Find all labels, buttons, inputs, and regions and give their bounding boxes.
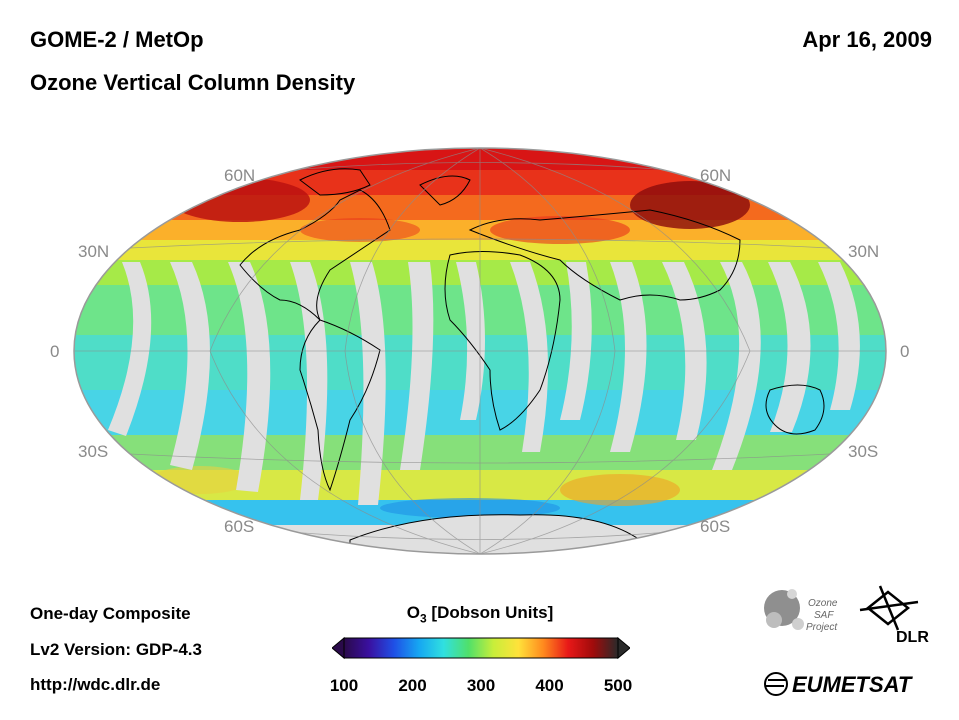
- lat-label-60n-left: 60N: [224, 166, 255, 185]
- colorbar-min-arrow: [332, 636, 345, 660]
- version-label: Lv2 Version: GDP-4.3: [30, 640, 202, 659]
- lat-label-30s-left: 30S: [78, 442, 108, 461]
- ozone-saf-text-2: SAF: [814, 610, 834, 621]
- ozone-saf-text-3: Project: [806, 622, 838, 633]
- eumetsat-logo: EUMETSAT: [764, 672, 913, 697]
- lat-label-30n-left: 30N: [78, 242, 109, 261]
- composite-label: One-day Composite: [30, 604, 191, 623]
- colorbar-tick-label: 200: [398, 676, 427, 695]
- lat-label-eq-left: 0: [50, 342, 59, 361]
- colorbar: [332, 636, 630, 660]
- logo-block: Ozone SAF Project DLR EUMETSAT: [764, 585, 929, 697]
- colorbar-ramp: [343, 637, 619, 659]
- colorbar-tick-label: 500: [603, 676, 633, 695]
- eumetsat-text: EUMETSAT: [792, 672, 913, 697]
- dlr-logo: DLR: [859, 585, 929, 646]
- colorbar-title: O3 [Dobson Units]: [330, 603, 630, 625]
- colorbar-tick-label: 300: [466, 676, 496, 695]
- map-field: [74, 148, 886, 554]
- date-label: Apr 16, 2009: [802, 27, 932, 52]
- lat-label-30n-right: 30N: [848, 242, 879, 261]
- url-label: http://wdc.dlr.de: [30, 675, 161, 694]
- colorbar-title-sub: 3: [420, 611, 427, 626]
- colorbar-max-arrow: [617, 636, 630, 660]
- colorbar-tick-label: 100: [329, 676, 359, 695]
- dlr-text: DLR: [896, 629, 929, 646]
- lat-label-60s-left: 60S: [224, 517, 254, 536]
- colorbar-tick-label: 400: [535, 676, 564, 695]
- colorbar-title-rest: [Dobson Units]: [426, 603, 554, 622]
- ozone-saf-logo: Ozone SAF Project: [764, 589, 838, 633]
- map-border: [73, 147, 887, 555]
- ozone-map: 60N 60N 30N 30N 0 0 30S 30S 60S 60S: [50, 147, 909, 555]
- lat-label-30s-right: 30S: [848, 442, 878, 461]
- instrument-title: GOME-2 / MetOp: [30, 27, 204, 52]
- lat-label-eq-right: 0: [900, 342, 909, 361]
- ozone-saf-text-1: Ozone: [808, 598, 838, 609]
- lat-label-60n-right: 60N: [700, 166, 731, 185]
- lat-label-60s-right: 60S: [700, 517, 730, 536]
- orbit-gaps: [108, 262, 860, 505]
- product-title: Ozone Vertical Column Density: [30, 70, 356, 95]
- colorbar-title-main: O: [406, 603, 420, 622]
